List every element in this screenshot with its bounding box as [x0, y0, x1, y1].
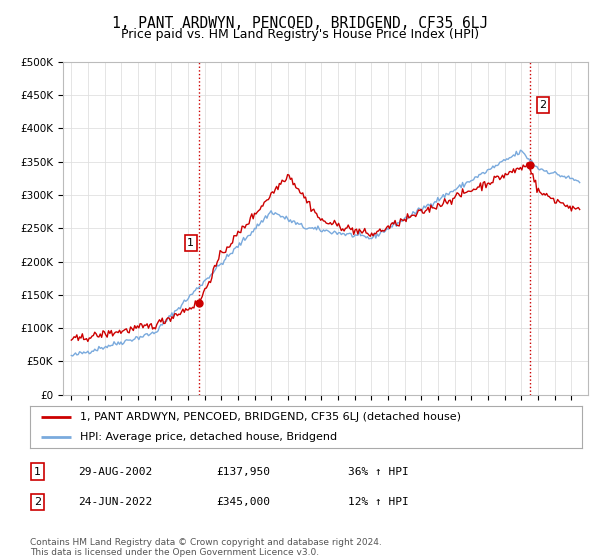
Text: £137,950: £137,950 — [216, 466, 270, 477]
Text: £345,000: £345,000 — [216, 497, 270, 507]
Text: 1, PANT ARDWYN, PENCOED, BRIDGEND, CF35 6LJ (detached house): 1, PANT ARDWYN, PENCOED, BRIDGEND, CF35 … — [80, 412, 461, 422]
Text: 2: 2 — [34, 497, 41, 507]
Text: 24-JUN-2022: 24-JUN-2022 — [78, 497, 152, 507]
Text: Price paid vs. HM Land Registry's House Price Index (HPI): Price paid vs. HM Land Registry's House … — [121, 28, 479, 41]
Text: 29-AUG-2002: 29-AUG-2002 — [78, 466, 152, 477]
Text: 12% ↑ HPI: 12% ↑ HPI — [348, 497, 409, 507]
Text: 1: 1 — [187, 238, 194, 248]
Text: 2: 2 — [539, 100, 547, 110]
Text: HPI: Average price, detached house, Bridgend: HPI: Average price, detached house, Brid… — [80, 432, 337, 442]
Text: 36% ↑ HPI: 36% ↑ HPI — [348, 466, 409, 477]
Text: 1: 1 — [34, 466, 41, 477]
Text: Contains HM Land Registry data © Crown copyright and database right 2024.
This d: Contains HM Land Registry data © Crown c… — [30, 538, 382, 557]
Text: 1, PANT ARDWYN, PENCOED, BRIDGEND, CF35 6LJ: 1, PANT ARDWYN, PENCOED, BRIDGEND, CF35 … — [112, 16, 488, 31]
